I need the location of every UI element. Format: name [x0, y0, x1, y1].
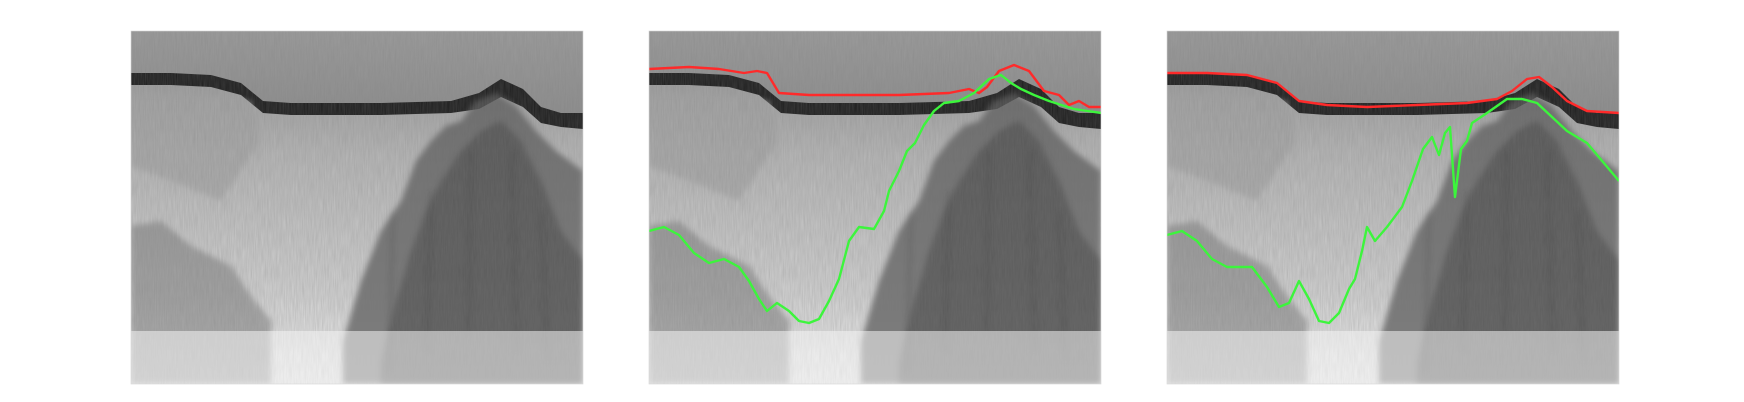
radargram-panel-3	[1166, 30, 1620, 385]
surface-trace	[649, 63, 1101, 109]
panel-frame	[1166, 30, 1620, 385]
bed-trace	[649, 73, 1101, 325]
radargram-panel-1	[130, 30, 584, 385]
radargram-image	[1167, 31, 1619, 384]
radargram-image	[649, 31, 1101, 384]
panel-frame	[130, 30, 584, 385]
panel-frame	[648, 30, 1102, 385]
radargram-panel-2	[648, 30, 1102, 385]
surface-trace	[1167, 71, 1619, 115]
bed-trace	[1167, 97, 1619, 325]
radargram-image	[131, 31, 583, 384]
